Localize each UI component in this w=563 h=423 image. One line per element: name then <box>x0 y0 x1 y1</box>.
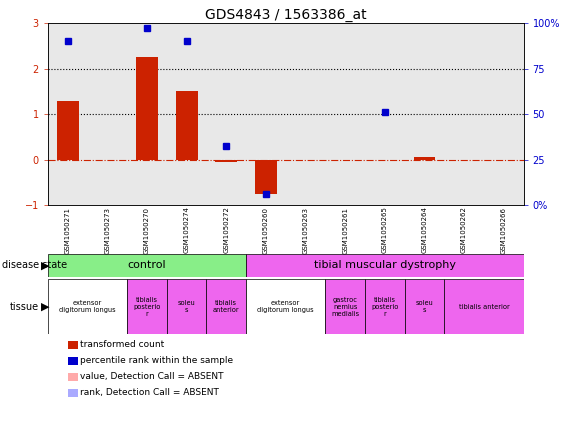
Text: rank, Detection Call = ABSENT: rank, Detection Call = ABSENT <box>80 388 219 398</box>
Text: extensor
digitorum longus: extensor digitorum longus <box>59 300 116 313</box>
Text: extensor
digitorum longus: extensor digitorum longus <box>257 300 314 313</box>
Text: control: control <box>128 261 166 270</box>
Bar <box>136 58 158 160</box>
Bar <box>48 279 127 334</box>
Bar <box>207 279 246 334</box>
Text: soleu
s: soleu s <box>178 300 195 313</box>
Title: GDS4843 / 1563386_at: GDS4843 / 1563386_at <box>205 8 367 22</box>
Bar <box>444 279 524 334</box>
Bar <box>246 279 325 334</box>
Text: value, Detection Call = ABSENT: value, Detection Call = ABSENT <box>80 372 224 382</box>
Bar <box>176 91 198 160</box>
Bar <box>127 279 167 334</box>
Text: tibialis
anterior: tibialis anterior <box>213 300 240 313</box>
Bar <box>414 157 435 160</box>
Text: percentile rank within the sample: percentile rank within the sample <box>80 356 233 365</box>
Text: soleu
s: soleu s <box>415 300 434 313</box>
Text: tibialis
posterio
r: tibialis posterio r <box>133 297 160 317</box>
Bar <box>365 279 405 334</box>
Bar <box>405 279 444 334</box>
Text: disease state: disease state <box>2 261 67 270</box>
Text: tissue: tissue <box>10 302 39 312</box>
Bar <box>246 254 524 277</box>
Text: ▶: ▶ <box>41 261 49 270</box>
Bar <box>216 160 237 162</box>
Text: tibialis anterior: tibialis anterior <box>459 304 510 310</box>
Text: tibialis
posterio
r: tibialis posterio r <box>371 297 399 317</box>
Text: ▶: ▶ <box>41 302 49 312</box>
Bar <box>167 279 207 334</box>
Bar <box>255 160 277 194</box>
Text: tibial muscular dystrophy: tibial muscular dystrophy <box>314 261 456 270</box>
Text: transformed count: transformed count <box>80 340 164 349</box>
Bar <box>48 254 246 277</box>
Text: gastroc
nemius
medialis: gastroc nemius medialis <box>331 297 359 317</box>
Bar <box>325 279 365 334</box>
Bar <box>57 101 79 160</box>
